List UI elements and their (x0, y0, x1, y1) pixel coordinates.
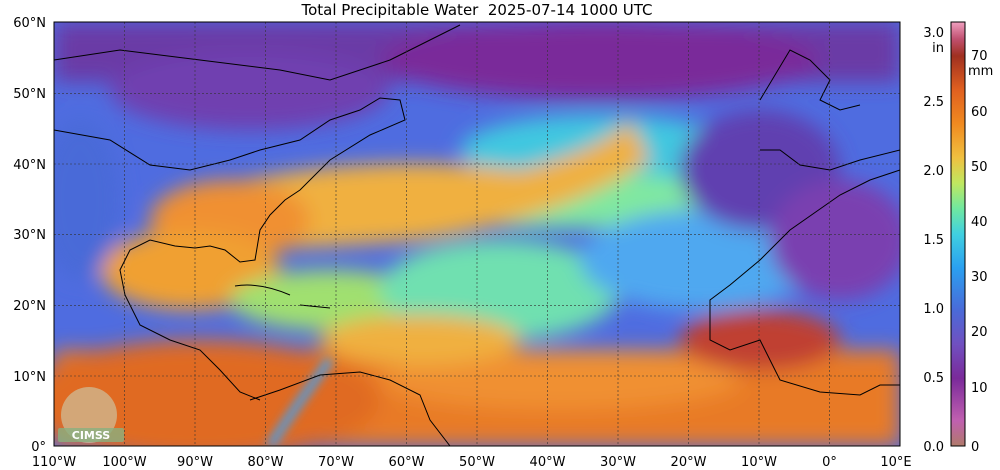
lon-label: 30°W (600, 455, 636, 470)
map-title: Total Precipitable Water 2025-07-14 1000… (301, 1, 653, 19)
lon-label: 100°W (102, 455, 146, 470)
lon-label: 50°W (459, 455, 495, 470)
lat-label: 20°N (13, 299, 46, 314)
cb-in-tick: 1.0 (923, 302, 944, 317)
cb-in-tick: 2.0 (923, 164, 944, 179)
lon-label: 60°W (389, 455, 425, 470)
cb-mm-tick: 20 (971, 325, 988, 340)
coastlines (54, 24, 900, 446)
lat-label: 0° (31, 440, 46, 455)
cb-mm-tick: 10 (971, 381, 988, 396)
colorbar: 3.0 in 2.5 2.0 1.5 1.0 0.5 0.0 70 mm 60 … (923, 21, 993, 455)
cb-mm-unit: mm (968, 64, 993, 79)
lon-label: 110°W (32, 455, 76, 470)
lon-label: 90°W (177, 455, 213, 470)
lon-labels: 110°W 100°W 90°W 80°W 70°W 60°W 50°W 40°… (32, 455, 912, 470)
lon-label: 70°W (318, 455, 354, 470)
cb-mm-tick: 0 (971, 440, 979, 455)
lat-label: 10°N (13, 370, 46, 385)
cb-in-tick: 1.5 (923, 233, 944, 248)
logo-text: CIMSS (72, 429, 111, 442)
cb-mm-tick: 60 (971, 105, 988, 120)
lat-label: 50°N (13, 87, 46, 102)
cb-in-tick: 0.5 (923, 371, 944, 386)
map-frame (53, 21, 901, 447)
lat-label: 60°N (13, 16, 46, 31)
cb-in-unit: in (932, 41, 944, 56)
cb-in-tick: 0.0 (923, 440, 944, 455)
lon-label: 40°W (530, 455, 566, 470)
lon-label: 10°W (741, 455, 777, 470)
lon-label: 10°E (880, 455, 911, 470)
cb-mm-tick: 50 (971, 160, 988, 175)
cb-in-tick: 3.0 (923, 26, 944, 41)
moisture-field (54, 22, 900, 446)
lon-label: 80°W (248, 455, 284, 470)
lat-label: 30°N (13, 228, 46, 243)
lat-labels: 60°N 50°N 40°N 30°N 20°N 10°N 0° (13, 16, 46, 455)
cb-in-tick: 2.5 (923, 95, 944, 110)
cb-mm-tick: 40 (971, 215, 988, 230)
lon-label: 0° (822, 455, 837, 470)
cb-mm-tick: 70 (971, 49, 988, 64)
colorbar-ramp (950, 21, 966, 447)
graticule (54, 22, 900, 446)
cb-mm-tick: 30 (971, 270, 988, 285)
lat-label: 40°N (13, 158, 46, 173)
lon-label: 20°W (671, 455, 707, 470)
cimss-logo: CIMSS (58, 387, 124, 443)
